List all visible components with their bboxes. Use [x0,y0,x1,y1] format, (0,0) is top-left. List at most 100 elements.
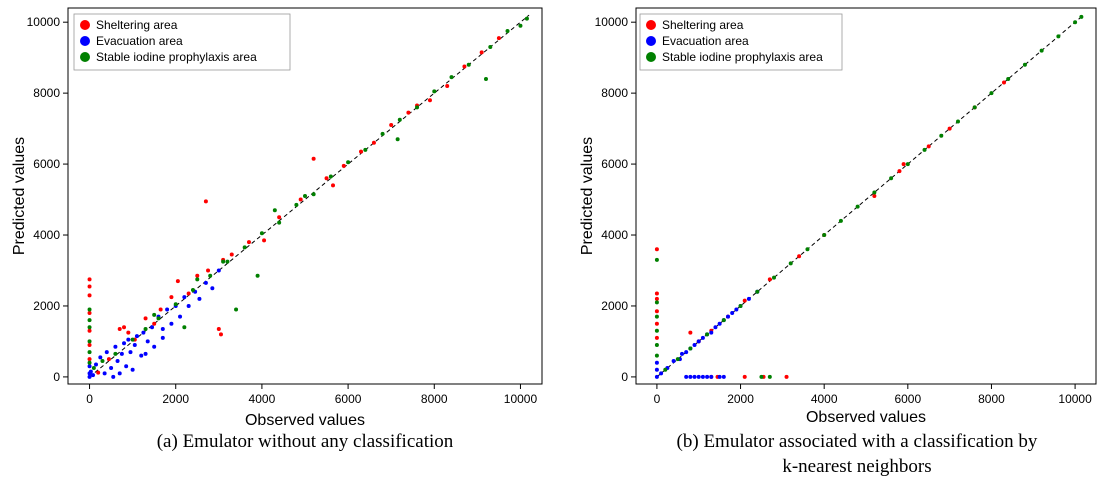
scatter-point-series-0 [947,126,952,131]
scatter-point-series-1 [145,339,150,344]
scatter-point-series-1 [726,314,730,319]
scatter-point-series-2 [989,91,994,96]
scatter-point-series-2 [838,218,843,223]
scatter-point-series-2 [956,119,960,124]
y-tick-label: 8000 [601,86,628,100]
panel-a: 0 2000 4000 6000 8000 10000 0 2000 4000 6000 8000… [11,7,543,429]
scatter-point-series-2 [346,160,351,165]
scatter-point-series-2 [91,366,96,371]
scatter-point-series-1 [654,367,659,372]
scatter-point-series-0 [1002,80,1006,85]
panel-a-points [87,16,529,379]
scatter-point-series-2 [483,76,488,81]
scatter-point-series-2 [87,325,92,330]
scatter-point-series-0 [479,50,484,55]
scatter-point-series-1 [98,355,103,360]
x-tick-label: 10000 [504,392,538,406]
x-tick-label: 4000 [811,392,838,406]
scatter-point-series-2 [143,327,148,332]
x-tick-label: 4000 [249,392,276,406]
scatter-point-series-0 [117,327,122,332]
scatter-point-series-0 [445,84,450,89]
scatter-point-series-2 [415,105,420,110]
scatter-point-series-1 [696,339,701,344]
scatter-point-series-2 [663,367,668,372]
scatter-point-series-0 [784,374,789,379]
scatter-point-series-0 [87,357,92,362]
scatter-point-series-2 [234,307,239,312]
scatter-point-series-2 [788,261,793,266]
scatter-point-series-2 [1006,76,1011,81]
scatter-point-series-1 [700,335,705,340]
scatter-point-series-2 [654,300,659,305]
scatter-point-series-1 [128,350,133,355]
scatter-point-series-1 [109,366,114,371]
y-tick-label: 2000 [601,299,628,313]
panel-b-y-axis-label: Predicted values [579,137,596,255]
scatter-point-series-1 [705,374,710,379]
scatter-point-series-2 [87,339,92,344]
scatter-point-series-0 [229,252,234,257]
panel-a-legend-label-evacuation: Evacuation area [96,34,183,48]
scatter-point-series-2 [872,190,877,195]
scatter-point-series-2 [675,357,680,362]
scatter-point-series-1 [102,371,107,376]
panel-a-y-ticks: 0 2000 4000 6000 8000 10000 [27,15,68,384]
scatter-point-series-2 [87,307,92,312]
panel-a-x-ticks: 0 2000 4000 6000 8000 10000 [86,384,537,406]
scatter-point-series-0 [797,254,802,259]
scatter-point-series-0 [218,332,223,337]
scatter-point-series-0 [298,197,303,202]
scatter-point-series-1 [713,325,718,330]
y-tick-label: 0 [621,370,628,384]
scatter-point-series-1 [684,374,689,379]
scatter-point-series-1 [169,321,174,326]
scatter-point-series-1 [197,296,202,301]
scatter-point-series-0 [742,374,747,379]
scatter-point-series-1 [160,327,165,332]
scatter-point-series-0 [87,277,92,282]
scatter-point-series-0 [654,309,659,314]
scatter-point-series-1 [684,350,689,355]
scatter-point-series-1 [111,374,116,379]
scatter-point-series-1 [152,344,157,349]
scatter-point-series-0 [186,291,191,296]
scatter-point-series-1 [104,350,109,355]
scatter-point-series-2 [100,358,105,363]
scatter-point-series-2 [242,245,247,250]
panel-a-reference-line [89,14,530,378]
scatter-point-series-2 [87,350,92,355]
panel-b-points [654,14,1084,379]
panel-a-legend-label-iodine: Stable iodine prophylaxis area [96,50,257,64]
scatter-point-series-1 [709,330,714,335]
scatter-point-series-0 [175,279,180,284]
x-tick-label: 6000 [894,392,921,406]
scatter-point-series-2 [905,162,910,167]
scatter-point-series-0 [126,330,131,335]
scatter-point-series-2 [939,133,944,138]
scatter-point-series-1 [139,353,144,358]
scatter-point-series-2 [303,194,307,198]
scatter-point-series-2 [277,220,282,225]
panel-b-legend-label-sheltering: Sheltering area [662,18,744,32]
scatter-point-series-1 [150,325,155,330]
scatter-point-series-2 [466,62,471,67]
panel-b-x-ticks: 0 2000 4000 6000 8000 10000 [654,384,1092,406]
scatter-point-series-2 [654,328,659,333]
scatter-point-series-2 [87,318,92,323]
scatter-point-series-2 [518,23,523,28]
scatter-point-series-0 [195,273,200,278]
scatter-point-series-1 [210,286,215,291]
x-tick-label: 2000 [162,392,189,406]
scatter-point-series-2 [311,192,316,197]
scatter-point-series-2 [654,257,659,262]
scatter-point-series-2 [173,302,178,307]
scatter-point-series-0 [324,176,329,181]
x-tick-label: 8000 [978,392,1005,406]
scatter-point-series-1 [692,374,697,379]
scatter-point-series-2 [195,277,200,282]
panel-b-y-ticks: 0 2000 4000 6000 8000 10000 [595,15,636,384]
scatter-point-series-2 [328,174,333,179]
scatter-point-series-1 [94,362,99,367]
scatter-point-series-0 [654,247,659,252]
